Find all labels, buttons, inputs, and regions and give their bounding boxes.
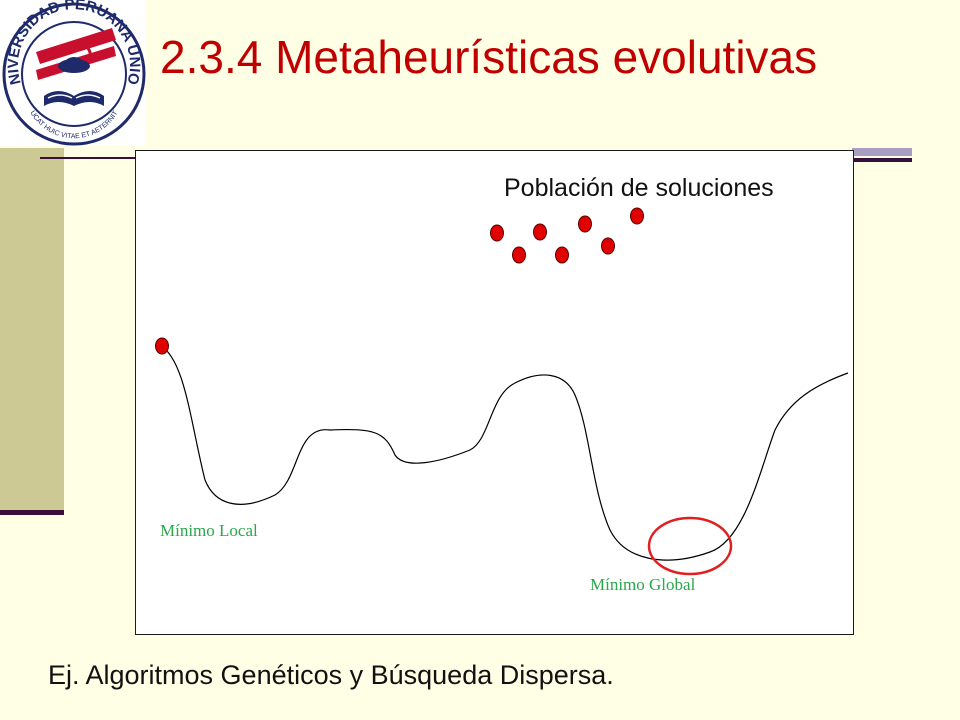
university-logo: UNIVERSIDAD PERUANA UNION EDUCAT HUIC VI…	[0, 0, 146, 146]
solution-point	[578, 215, 592, 233]
solution-point	[533, 223, 547, 241]
solution-point	[490, 224, 504, 242]
global-minimum-label: Mínimo Global	[590, 575, 696, 594]
population-label: Población de soluciones	[504, 174, 774, 202]
solution-point	[555, 246, 569, 264]
left-decor-line	[0, 510, 64, 515]
title-underline	[40, 157, 135, 159]
global-minimum-highlight-circle	[647, 516, 733, 576]
solution-point	[512, 246, 526, 264]
right-decor-line	[852, 158, 912, 162]
solution-point	[601, 237, 615, 255]
local-minimum-label: Mínimo Local	[160, 521, 258, 540]
left-decor-bar	[0, 148, 64, 512]
fitness-landscape-curve	[159, 344, 849, 561]
lamp-icon	[58, 47, 93, 73]
slide-title: 2.3.4 Metaheurísticas evolutivas	[160, 31, 818, 83]
solution-point	[155, 337, 169, 355]
right-decor-bar	[852, 148, 912, 156]
slide-caption: Ej. Algoritmos Genéticos y Búsqueda Disp…	[48, 660, 614, 690]
open-book-icon	[44, 91, 104, 106]
solution-point	[630, 207, 644, 225]
